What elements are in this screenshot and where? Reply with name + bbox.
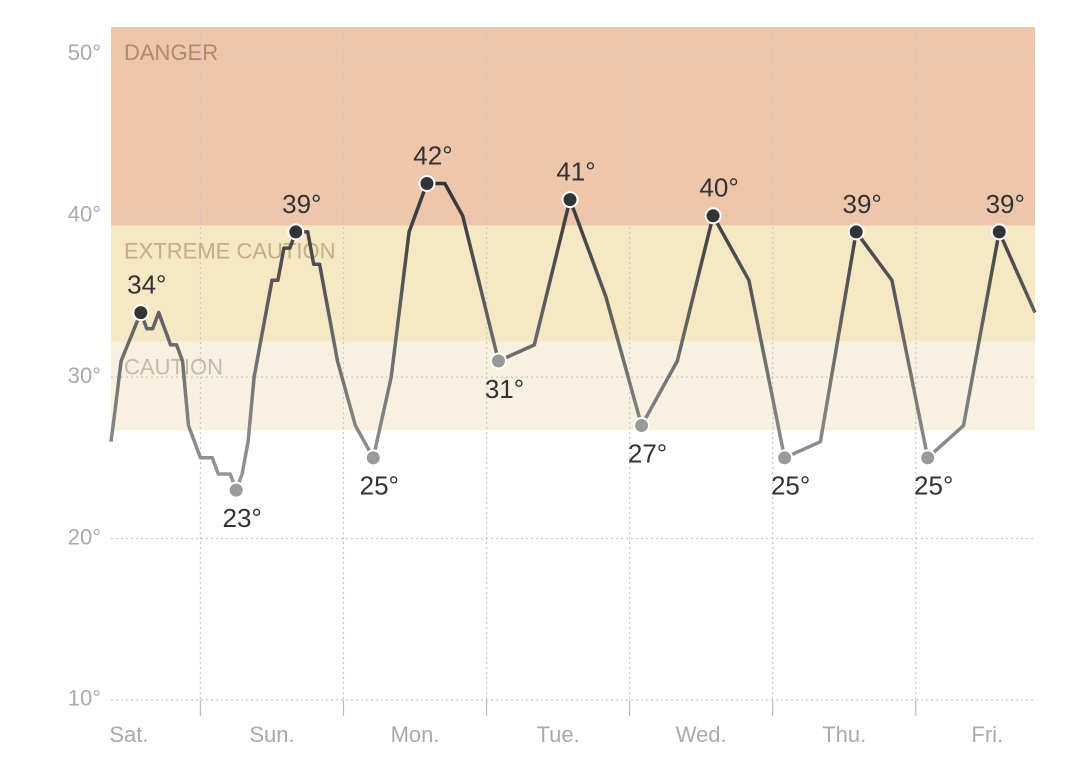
extreme-point	[919, 449, 937, 467]
extreme-point	[633, 417, 651, 435]
extreme-point	[990, 223, 1008, 241]
point-label: 39°	[986, 189, 1025, 219]
point-label: 23°	[223, 503, 262, 533]
point-label: 25°	[360, 471, 399, 501]
y-tick-label: 10°	[68, 686, 101, 711]
extreme-point	[776, 449, 794, 467]
point-label: 25°	[771, 471, 810, 501]
x-tick-label: Fri.	[971, 722, 1003, 747]
plot: 34° 23° 39° 25° 42° 31° 41° 27° 40° 25° 39° 25° 39°	[109, 140, 1037, 533]
point-label: 41°	[556, 157, 595, 187]
point-label: 39°	[282, 189, 321, 219]
point-label: 34°	[127, 269, 166, 299]
x-tick-label: Mon.	[391, 722, 440, 747]
point-label: 25°	[914, 471, 953, 501]
extreme-point	[704, 207, 722, 225]
band-label: DANGER	[124, 40, 218, 65]
y-tick-label: 30°	[68, 363, 101, 388]
temperature-line	[109, 181, 1037, 492]
y-tick-label: 20°	[68, 524, 101, 549]
x-tick-label: Thu.	[822, 722, 866, 747]
x-tick-label: Sun.	[249, 722, 294, 747]
heat-band	[111, 341, 1035, 431]
extreme-point	[227, 481, 245, 499]
point-label: 27°	[628, 438, 667, 468]
x-tick-label: Tue.	[536, 722, 579, 747]
band-label: EXTREME CAUTION	[124, 238, 335, 263]
extreme-point	[418, 175, 436, 193]
point-label: 39°	[842, 189, 881, 219]
bands	[111, 27, 1035, 431]
x-tick-label: Wed.	[676, 722, 727, 747]
extreme-point	[287, 223, 305, 241]
extreme-point	[847, 223, 865, 241]
extreme-point	[489, 352, 507, 370]
grid	[111, 27, 1035, 716]
band-label: CAUTION	[124, 354, 223, 379]
point-label: 40°	[699, 173, 738, 203]
extreme-point	[561, 191, 579, 209]
extreme-point	[364, 449, 382, 467]
extreme-point	[132, 304, 150, 322]
y-tick-label: 50°	[68, 40, 101, 65]
point-label: 42°	[413, 140, 452, 170]
labels: DANGER EXTREME CAUTION CAUTION 10° 20° 30° 40°…	[68, 40, 1003, 747]
point-label: 31°	[485, 374, 524, 404]
y-tick-label: 40°	[68, 202, 101, 227]
x-tick-label: Sat.	[109, 722, 148, 747]
